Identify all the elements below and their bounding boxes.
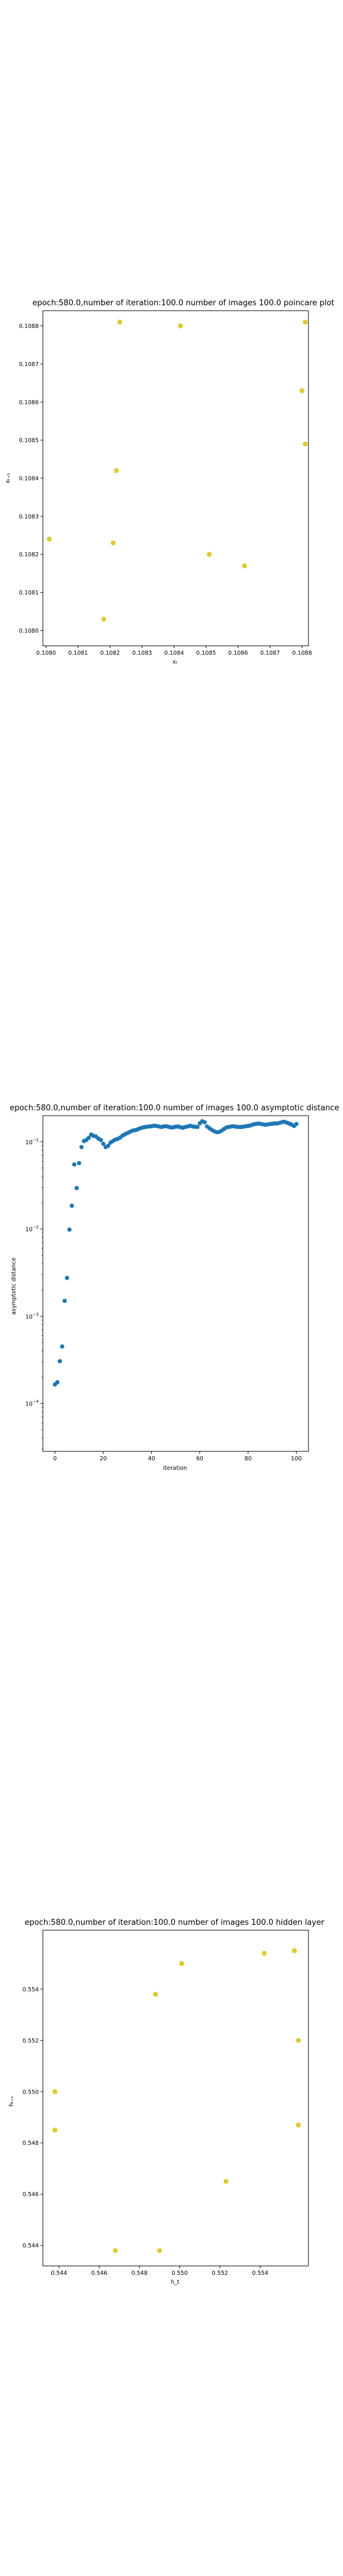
data-point: [303, 441, 308, 447]
data-point: [295, 2038, 301, 2044]
data-point: [153, 1992, 158, 1997]
y-tick-label: 0.1084: [19, 476, 39, 482]
data-point: [79, 1145, 84, 1150]
data-point: [177, 323, 183, 329]
hidden-layer-plot: epoch:580.0,number of iteration:100.0 nu…: [8, 1918, 325, 2286]
x-tick-label: 0.1082: [100, 650, 120, 657]
y-tick-label: 0.1080: [19, 628, 39, 634]
y-tick-label: 0.554: [23, 1986, 39, 1993]
data-point: [223, 2178, 229, 2184]
y-tick-label: 0.1085: [19, 438, 39, 444]
x-tick-label: 20: [99, 1456, 107, 1462]
data-point: [295, 2122, 301, 2128]
data-point: [202, 1120, 207, 1125]
data-point: [207, 552, 212, 557]
y-tick-label: 0.1088: [19, 323, 39, 330]
data-point: [113, 2248, 118, 2253]
y-axis-label: asymptotic distance: [11, 1258, 17, 1315]
y-tick-label: 0.546: [23, 2191, 39, 2198]
x-axis-label: xₜ: [173, 659, 178, 665]
data-point: [114, 468, 119, 473]
x-tick-label: 40: [148, 1456, 155, 1462]
x-tick-label: 0.550: [172, 2270, 188, 2277]
x-tick-label: 0.1086: [228, 650, 248, 657]
chart-title: epoch:580.0,number of iteration:100.0 nu…: [24, 1918, 325, 1927]
data-point: [105, 1143, 111, 1148]
data-point: [179, 1961, 185, 1967]
data-point: [294, 1122, 299, 1126]
chart-title: epoch:580.0,number of iteration:100.0 nu…: [32, 299, 334, 308]
data-point: [242, 563, 247, 569]
data-point: [67, 1227, 72, 1232]
y-tick-label: 0.1081: [19, 590, 39, 596]
x-tick-label: 0.546: [91, 2270, 107, 2277]
data-point: [86, 1135, 91, 1140]
plot-frame: [42, 1930, 309, 2267]
x-tick-label: 100: [291, 1456, 302, 1462]
y-tick-label: 10−4: [26, 1400, 39, 1408]
y-tick-label: 0.552: [23, 2038, 39, 2044]
y-tick-label: 0.1083: [19, 513, 39, 520]
data-point: [55, 1380, 60, 1385]
data-point: [261, 1950, 267, 1956]
x-tick-label: 80: [245, 1456, 252, 1462]
y-tick-label: 0.1087: [19, 361, 39, 368]
x-tick-label: 0.1085: [196, 650, 216, 657]
x-axis-label: iteration: [163, 1465, 187, 1472]
data-point: [98, 1138, 103, 1143]
chart-title: epoch:580.0,number of iteration:100.0 nu…: [10, 1104, 339, 1113]
x-tick-label: 0.1083: [132, 650, 152, 657]
x-tick-label: 0.1087: [260, 650, 280, 657]
y-tick-label: 10−3: [26, 1312, 39, 1320]
x-tick-label: 60: [196, 1456, 203, 1462]
x-tick-label: 0: [53, 1456, 57, 1462]
x-tick-label: 0.544: [51, 2270, 67, 2277]
x-tick-label: 0.552: [212, 2270, 228, 2277]
x-axis-label: h_t: [171, 2279, 180, 2286]
y-tick-label: 0.548: [23, 2140, 39, 2147]
data-point: [52, 2128, 58, 2133]
data-point: [292, 1948, 297, 1953]
data-point: [64, 1275, 70, 1280]
y-axis-label: hₜ₊₁: [8, 2096, 15, 2107]
y-tick-label: 0.550: [23, 2089, 39, 2095]
data-point: [46, 536, 52, 542]
data-point: [74, 1185, 79, 1190]
data-point: [62, 1298, 67, 1304]
data-point: [111, 540, 116, 546]
plot-frame: [42, 1115, 309, 1452]
data-point: [101, 617, 107, 622]
data-point: [52, 2089, 58, 2094]
data-point: [157, 2248, 163, 2253]
data-point: [77, 1160, 82, 1166]
x-tick-label: 0.1080: [36, 650, 56, 657]
data-point: [60, 1344, 65, 1349]
y-tick-label: 0.1086: [19, 400, 39, 406]
x-tick-label: 0.1084: [164, 650, 184, 657]
data-point: [72, 1162, 77, 1167]
data-point: [117, 319, 123, 325]
plot-frame: [42, 310, 309, 646]
x-tick-label: 0.554: [252, 2270, 268, 2277]
data-point: [195, 1125, 200, 1129]
data-point: [70, 1203, 74, 1208]
y-tick-label: 0.544: [23, 2243, 39, 2249]
x-tick-label: 0.1081: [68, 650, 88, 657]
y-tick-label: 10−1: [26, 1138, 39, 1146]
data-point: [57, 1359, 62, 1364]
y-tick-label: 10−2: [26, 1225, 39, 1233]
data-point: [303, 319, 308, 325]
asymptotic-distance-plot: epoch:580.0,number of iteration:100.0 nu…: [10, 1104, 339, 1472]
poincare-plot: epoch:580.0,number of iteration:100.0 nu…: [5, 299, 335, 665]
x-tick-label: 0.548: [132, 2270, 148, 2277]
y-tick-label: 0.1082: [19, 552, 39, 558]
data-point: [300, 388, 305, 394]
data-point: [101, 1141, 105, 1146]
y-axis-label: xₜ₊₁: [5, 473, 11, 483]
x-tick-label: 0.1088: [292, 650, 312, 657]
